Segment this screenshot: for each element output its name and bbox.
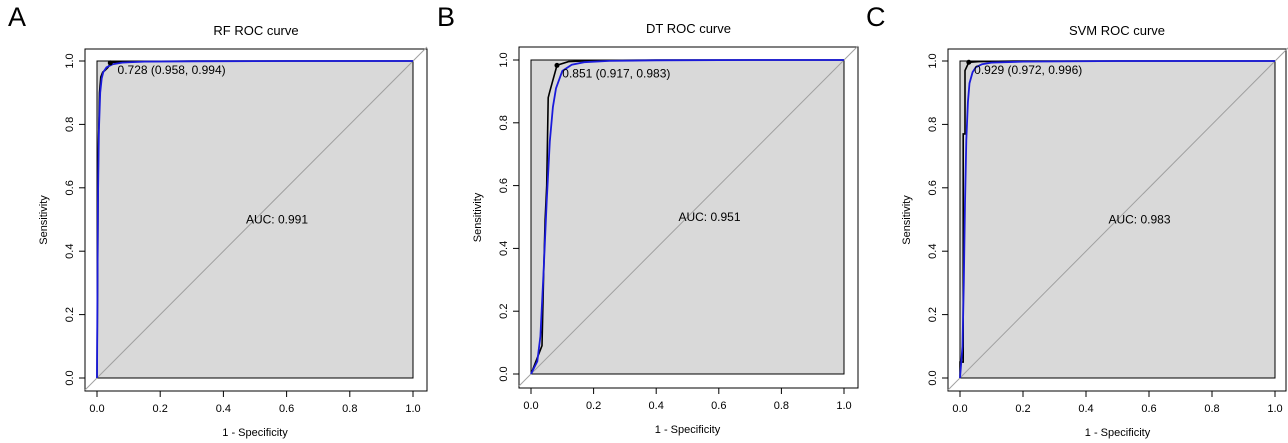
x-tick-label: 0.2 xyxy=(1015,403,1030,415)
y-tick-label: 0.4 xyxy=(64,244,76,259)
chart-title: SVM ROC curve xyxy=(1069,23,1165,38)
x-tick-label: 0.8 xyxy=(774,400,789,412)
y-axis-title: Sensitivity xyxy=(472,192,484,242)
diagonal-reference-line xyxy=(518,45,859,387)
roc-panel-svm: C 0.929 (0.972, 0.996) AUC: 0.983 SVM ROC … xyxy=(862,0,1288,443)
y-tick-label: 0.6 xyxy=(498,178,510,193)
threshold-point xyxy=(554,62,560,68)
threshold-point xyxy=(107,60,113,66)
y-tick-label: 0.4 xyxy=(927,244,939,259)
auc-label: AUC: 0.951 xyxy=(678,210,740,224)
y-tick-label: 0.2 xyxy=(927,307,939,322)
x-tick-label: 0.4 xyxy=(649,400,664,412)
y-axis-title: Sensitivity xyxy=(901,195,913,245)
panel-label: A xyxy=(8,2,27,32)
plot-frame xyxy=(84,48,428,392)
x-tick-label: 0.8 xyxy=(342,403,357,415)
diagonal-reference-line xyxy=(84,46,428,391)
y-tick-label: 0.8 xyxy=(498,115,510,130)
x-tick-label: 0.0 xyxy=(89,403,104,415)
y-tick-label: 0.6 xyxy=(927,180,939,195)
auc-label: AUC: 0.991 xyxy=(246,213,308,227)
roc-line-smooth xyxy=(530,59,844,375)
x-tick-label: 0.6 xyxy=(279,403,294,415)
x-tick-label: 1.0 xyxy=(836,400,851,412)
x-tick-label: 0.8 xyxy=(1204,403,1219,415)
chart-title: RF ROC curve xyxy=(213,23,298,38)
x-tick-label: 0.6 xyxy=(711,400,726,412)
roc-chart-dt: 0.851 (0.917, 0.983) AUC: 0.951 DT ROC cur… xyxy=(472,21,859,436)
roc-line-smooth xyxy=(96,60,413,379)
roc-line-smooth xyxy=(959,60,1275,379)
plot-frame xyxy=(518,46,859,389)
threshold-point xyxy=(966,59,972,65)
x-tick-label: 0.2 xyxy=(586,400,601,412)
panel-label: B xyxy=(437,2,456,32)
x-axis-title: 1 - Specificity xyxy=(222,427,288,439)
panel-label: C xyxy=(866,2,886,32)
roc-chart-rf: 0.728 (0.958, 0.994) AUC: 0.991 RF ROC cur… xyxy=(38,23,428,439)
y-tick-label: 0.6 xyxy=(64,180,76,195)
y-tick-label: 0.2 xyxy=(498,304,510,319)
y-tick-label: 0.0 xyxy=(927,370,939,385)
x-axis-title: 1 - Specificity xyxy=(655,424,721,436)
y-tick-label: 0.0 xyxy=(64,370,76,385)
diagonal-reference-line xyxy=(947,47,1288,391)
threshold-label: 0.929 (0.972, 0.996) xyxy=(974,63,1082,77)
y-axis-title: Sensitivity xyxy=(38,195,50,245)
chart-title: DT ROC curve xyxy=(646,21,731,36)
x-tick-label: 0.0 xyxy=(952,403,967,415)
x-tick-label: 0.4 xyxy=(1078,403,1093,415)
plot-frame xyxy=(947,48,1287,392)
x-tick-label: 0.0 xyxy=(523,400,538,412)
y-tick-label: 0.8 xyxy=(64,117,76,132)
y-tick-label: 0.0 xyxy=(498,366,510,381)
roc-chart-svm: 0.929 (0.972, 0.996) AUC: 0.983 SVM ROC cu… xyxy=(901,23,1288,439)
x-tick-label: 0.4 xyxy=(216,403,231,415)
x-axis-title: 1 - Specificity xyxy=(1085,427,1151,439)
threshold-label: 0.728 (0.958, 0.994) xyxy=(118,63,226,77)
x-tick-label: 1.0 xyxy=(405,403,420,415)
auc-label: AUC: 0.983 xyxy=(1108,213,1170,227)
roc-panel-rf: A 0.728 (0.958, 0.994) AUC: 0.991 RF ROC c… xyxy=(0,0,429,443)
x-tick-label: 0.6 xyxy=(1141,403,1156,415)
y-tick-label: 0.4 xyxy=(498,241,510,256)
roc-panel-dt: B 0.851 (0.917, 0.983) AUC: 0.951 DT ROC c… xyxy=(431,0,860,443)
y-tick-label: 1.0 xyxy=(498,52,510,67)
y-tick-label: 0.2 xyxy=(64,307,76,322)
y-tick-label: 1.0 xyxy=(927,53,939,68)
y-tick-label: 0.8 xyxy=(927,117,939,132)
x-tick-label: 1.0 xyxy=(1267,403,1282,415)
threshold-label: 0.851 (0.917, 0.983) xyxy=(562,67,670,81)
x-tick-label: 0.2 xyxy=(153,403,168,415)
y-tick-label: 1.0 xyxy=(64,53,76,68)
